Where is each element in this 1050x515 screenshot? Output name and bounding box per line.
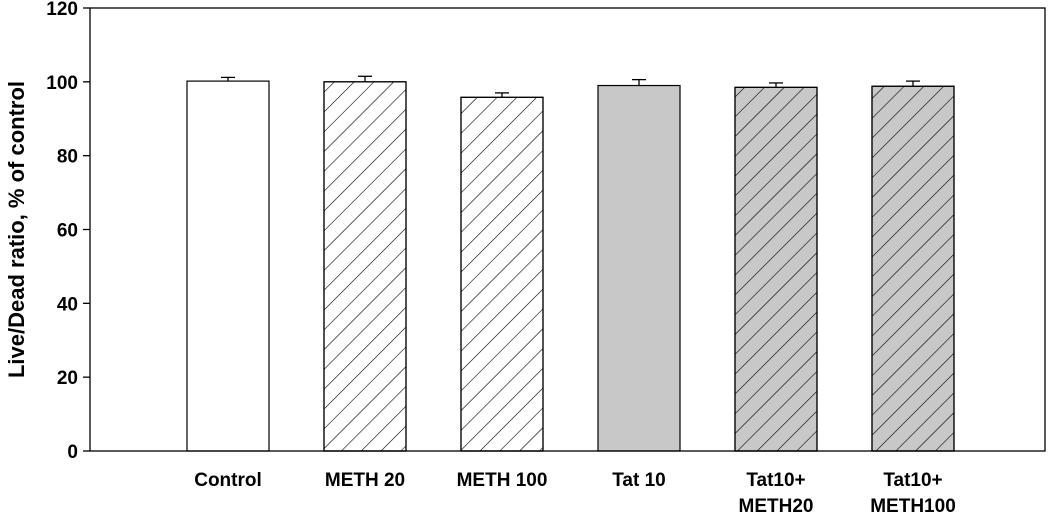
y-tick-label: 0 [67,442,78,463]
y-tick-label: 80 [57,147,78,168]
y-axis: 0 20 40 60 80 100 120 [46,0,90,463]
bar-hatch [460,96,544,452]
y-tick-label: 40 [57,294,78,315]
bar-hatch [871,85,955,452]
y-tick-label: 120 [46,0,78,20]
y-axis-title: Live/Dead ratio, % of control [4,81,29,378]
x-tick-label: Tat10+ METH20 [739,470,814,515]
x-axis: Control METH 20 METH 100 Tat 10 Tat10+ METH20… [194,470,956,515]
bar-hatch [323,81,407,452]
x-tick-label: Tat 10 [612,470,666,491]
x-tick-label: METH 100 [457,470,548,491]
error-bars-group [221,75,920,98]
bars-group [186,80,955,452]
y-tick-label: 20 [57,368,78,389]
bar-tat-10 [597,84,681,452]
bar-control [186,80,270,452]
x-tick-label: Tat10+ METH100 [870,470,956,515]
x-tick-label: Control [194,470,262,491]
bar-hatch [734,86,818,452]
x-tick-label: METH 20 [325,470,405,491]
y-tick-label: 60 [57,221,78,242]
y-tick-label: 100 [46,73,78,94]
